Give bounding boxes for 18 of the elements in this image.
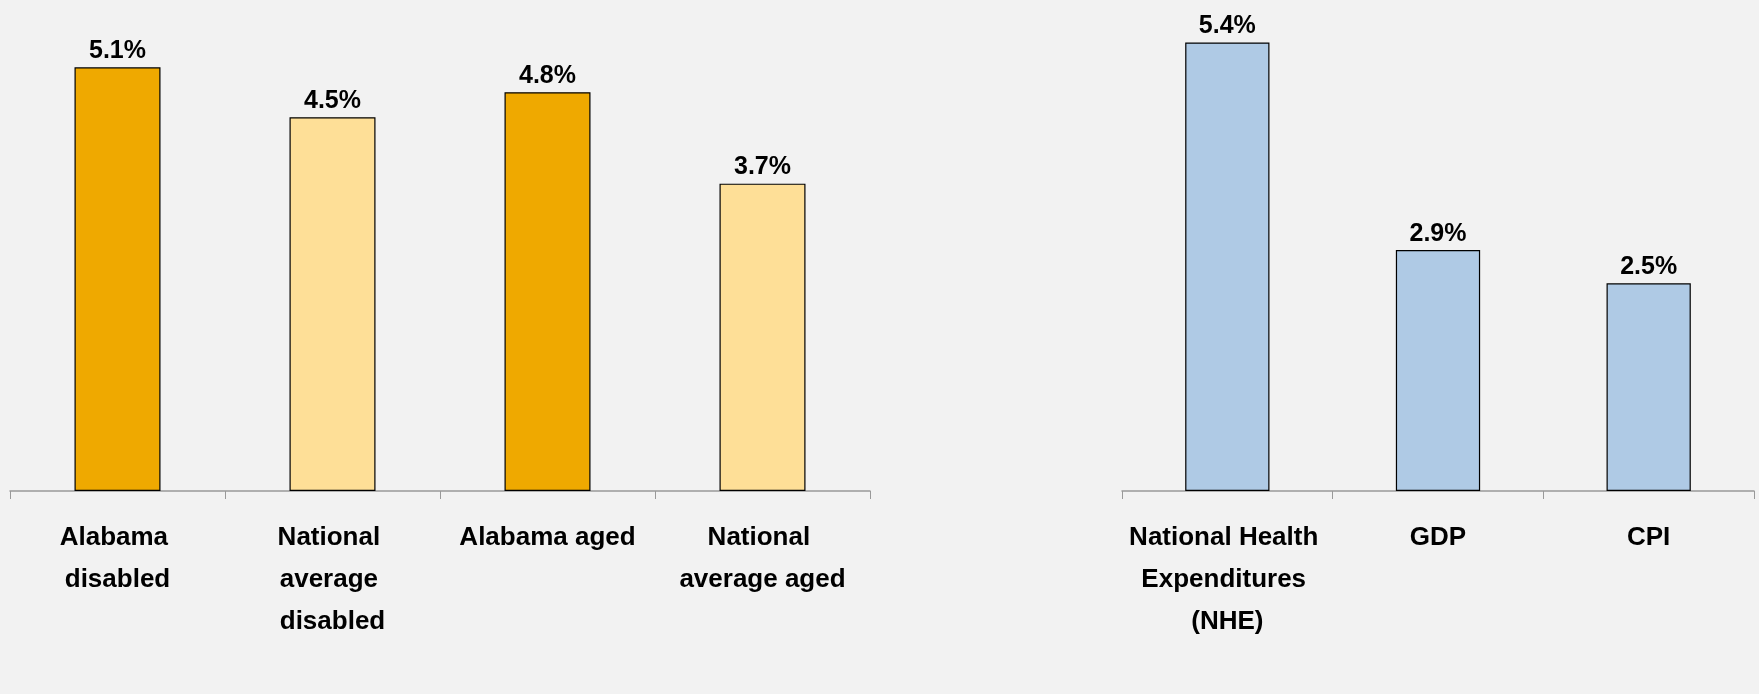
x-tick-label: CPI xyxy=(1626,521,1671,551)
x-tick-label: GDP xyxy=(1409,521,1467,551)
bar xyxy=(74,67,161,491)
x-tick-label: Alabama aged xyxy=(459,521,636,551)
data-label: 2.9% xyxy=(1409,217,1467,246)
x-tick-label: National Health Expenditures (NHE) xyxy=(1129,521,1326,635)
x-tick-label: National average disabled xyxy=(277,521,388,635)
data-label: 5.4% xyxy=(1198,9,1256,38)
data-label: 2.5% xyxy=(1620,250,1678,279)
data-label: 5.1% xyxy=(89,34,146,63)
data-label: 4.8% xyxy=(519,59,576,88)
bar xyxy=(289,117,376,491)
x-tick-label: Alabama disabled xyxy=(59,521,176,593)
bar xyxy=(719,183,806,491)
data-label: 4.5% xyxy=(304,84,361,113)
data-label: 3.7% xyxy=(734,151,791,180)
bar xyxy=(504,92,591,491)
x-tick-label: National average aged xyxy=(679,521,846,593)
